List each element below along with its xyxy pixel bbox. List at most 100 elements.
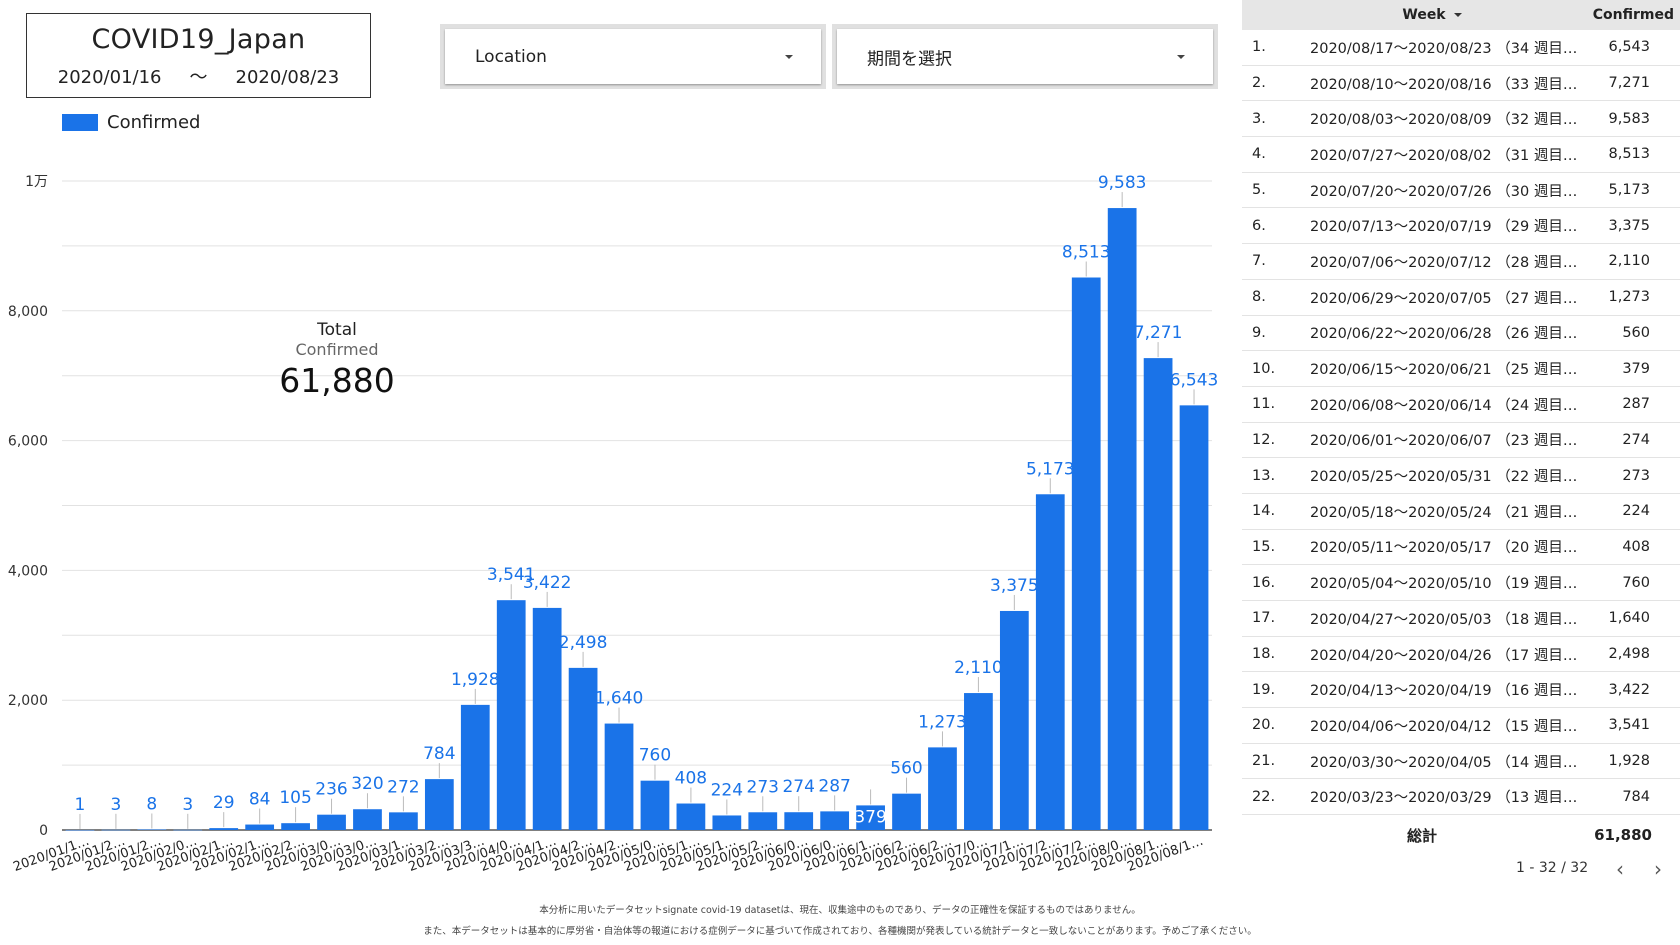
bar[interactable] bbox=[424, 779, 454, 830]
date-separator: 〜 bbox=[189, 67, 208, 88]
bar[interactable] bbox=[101, 829, 131, 831]
bar[interactable] bbox=[1035, 494, 1065, 830]
row-index: 10. bbox=[1252, 360, 1276, 377]
kpi-value: 61,880 bbox=[279, 361, 395, 400]
table-row[interactable]: 9. 2020/06/22〜2020/06/28 （26 週目… 560 bbox=[1242, 316, 1680, 352]
column-header-week[interactable]: Week bbox=[1242, 7, 1562, 23]
bar[interactable] bbox=[1107, 208, 1137, 830]
table-row[interactable]: 5. 2020/07/20〜2020/07/26 （30 週目… 5,173 bbox=[1242, 173, 1680, 209]
bar-data-label: 3 bbox=[182, 795, 193, 815]
bar-data-label: 3,422 bbox=[523, 573, 572, 593]
bar-data-label: 105 bbox=[279, 788, 311, 808]
table-row[interactable]: 1. 2020/08/17〜2020/08/23 （34 週目… 6,543 bbox=[1242, 30, 1680, 66]
row-week: 2020/03/23〜2020/03/29 （13 週目… bbox=[1310, 790, 1578, 807]
bar[interactable] bbox=[784, 812, 814, 830]
row-week: 2020/05/18〜2020/05/24 （21 週目… bbox=[1310, 504, 1578, 521]
bar[interactable] bbox=[65, 829, 95, 831]
bar[interactable] bbox=[964, 693, 993, 830]
bar-data-label: 3,375 bbox=[990, 576, 1039, 596]
period-dropdown[interactable]: 期間を選択 bbox=[837, 29, 1213, 84]
table-row[interactable]: 2. 2020/08/10〜2020/08/16 （33 週目… 7,271 bbox=[1242, 66, 1680, 102]
table-row[interactable]: 7. 2020/07/06〜2020/07/12 （28 週目… 2,110 bbox=[1242, 244, 1680, 280]
row-week: 2020/07/06〜2020/07/12 （28 週目… bbox=[1310, 254, 1578, 271]
table-row[interactable]: 17. 2020/04/27〜2020/05/03 （18 週目… 1,640 bbox=[1242, 601, 1680, 637]
row-index: 3. bbox=[1252, 110, 1266, 127]
location-dropdown[interactable]: Location bbox=[445, 29, 821, 84]
bar[interactable] bbox=[676, 803, 706, 830]
table-row[interactable]: 11. 2020/06/08〜2020/06/14 （24 週目… 287 bbox=[1242, 387, 1680, 423]
bar[interactable] bbox=[640, 780, 670, 830]
table-row[interactable]: 19. 2020/04/13〜2020/04/19 （16 週目… 3,422 bbox=[1242, 672, 1680, 709]
bar-data-label: 3,541 bbox=[487, 565, 536, 585]
table-row[interactable]: 16. 2020/05/04〜2020/05/10 （19 週目… 760 bbox=[1242, 565, 1680, 601]
date-start: 2020/01/16 bbox=[57, 67, 162, 88]
bar[interactable] bbox=[173, 829, 203, 831]
row-week: 2020/04/20〜2020/04/26 （17 週目… bbox=[1310, 647, 1578, 664]
weekly-confirmed-bar-chart[interactable]: 02,0004,0006,0008,0001万12020/01/1…32020/… bbox=[0, 160, 1240, 900]
chart-legend[interactable]: Confirmed bbox=[62, 112, 200, 133]
table-row[interactable]: 6. 2020/07/13〜2020/07/19 （29 週目… 3,375 bbox=[1242, 208, 1680, 245]
row-index: 14. bbox=[1252, 503, 1276, 520]
bar[interactable] bbox=[928, 747, 957, 830]
bar-data-label: 274 bbox=[782, 777, 814, 797]
bar[interactable] bbox=[496, 600, 526, 830]
caret-down-icon bbox=[1177, 54, 1185, 59]
bar[interactable] bbox=[1179, 405, 1209, 830]
row-confirmed: 760 bbox=[1622, 574, 1650, 591]
bar[interactable] bbox=[568, 667, 598, 830]
bar[interactable] bbox=[245, 824, 275, 830]
row-confirmed: 1,928 bbox=[1608, 753, 1650, 770]
table-row[interactable]: 18. 2020/04/20〜2020/04/26 （17 週目… 2,498 bbox=[1242, 637, 1680, 673]
table-row[interactable]: 21. 2020/03/30〜2020/04/05 （14 週目… 1,928 bbox=[1242, 744, 1680, 780]
table-row[interactable]: 22. 2020/03/23〜2020/03/29 （13 週目… 784 bbox=[1242, 779, 1680, 816]
table-row[interactable]: 15. 2020/05/11〜2020/05/17 （20 週目… 408 bbox=[1242, 530, 1680, 566]
bar[interactable] bbox=[532, 607, 562, 830]
bar[interactable] bbox=[604, 723, 634, 830]
row-week: 2020/07/20〜2020/07/26 （30 週目… bbox=[1310, 183, 1578, 200]
row-confirmed: 9,583 bbox=[1608, 110, 1650, 127]
total-scorecard: Total Confirmed 61,880 bbox=[252, 320, 422, 400]
column-header-confirmed[interactable]: Confirmed bbox=[1592, 7, 1674, 23]
bar-data-label: 8 bbox=[146, 794, 157, 814]
bar[interactable] bbox=[820, 811, 850, 830]
bar[interactable] bbox=[1071, 277, 1101, 830]
table-row[interactable]: 20. 2020/04/06〜2020/04/12 （15 週目… 3,541 bbox=[1242, 708, 1680, 744]
table-row[interactable]: 10. 2020/06/15〜2020/06/21 （25 週目… 379 bbox=[1242, 351, 1680, 387]
y-tick-label: 8,000 bbox=[8, 304, 48, 320]
bar[interactable] bbox=[389, 812, 418, 830]
row-week: 2020/03/30〜2020/04/05 （14 週目… bbox=[1310, 754, 1578, 771]
bar[interactable] bbox=[892, 793, 921, 830]
bar[interactable] bbox=[353, 809, 382, 830]
bar-data-label: 9,583 bbox=[1098, 173, 1147, 193]
weekly-table: Week Confirmed 1. 2020/08/17〜2020/08/23 （… bbox=[1242, 0, 1680, 855]
bar-data-label: 272 bbox=[387, 777, 419, 797]
row-confirmed: 287 bbox=[1622, 396, 1650, 413]
kpi-subtitle: Confirmed bbox=[295, 340, 379, 359]
table-row[interactable]: 12. 2020/06/01〜2020/06/07 （23 週目… 274 bbox=[1242, 423, 1680, 459]
bar[interactable] bbox=[748, 812, 778, 830]
bar[interactable] bbox=[712, 815, 742, 830]
bar[interactable] bbox=[317, 814, 346, 830]
row-confirmed: 560 bbox=[1622, 324, 1650, 341]
bar[interactable] bbox=[281, 823, 310, 830]
bar[interactable] bbox=[460, 704, 490, 830]
row-week: 2020/06/01〜2020/06/07 （23 週目… bbox=[1310, 433, 1578, 450]
table-row[interactable]: 13. 2020/05/25〜2020/05/31 （22 週目… 273 bbox=[1242, 458, 1680, 494]
bar-data-label: 1 bbox=[75, 795, 86, 815]
table-row[interactable]: 14. 2020/05/18〜2020/05/24 （21 週目… 224 bbox=[1242, 494, 1680, 530]
bar[interactable] bbox=[999, 610, 1029, 830]
prev-page-icon[interactable]: ‹ bbox=[1616, 857, 1624, 881]
table-row[interactable]: 4. 2020/07/27〜2020/08/02 （31 週目… 8,513 bbox=[1242, 137, 1680, 173]
bar[interactable] bbox=[209, 828, 239, 830]
row-index: 7. bbox=[1252, 253, 1266, 270]
next-page-icon[interactable]: › bbox=[1654, 857, 1662, 881]
bar[interactable] bbox=[856, 805, 885, 830]
bar[interactable] bbox=[137, 829, 167, 830]
sort-caret-icon bbox=[1453, 13, 1462, 17]
bar-data-label: 760 bbox=[639, 746, 671, 766]
table-row[interactable]: 8. 2020/06/29〜2020/07/05 （27 週目… 1,273 bbox=[1242, 280, 1680, 316]
table-row[interactable]: 3. 2020/08/03〜2020/08/09 （32 週目… 9,583 bbox=[1242, 101, 1680, 138]
row-index: 9. bbox=[1252, 324, 1266, 341]
bar[interactable] bbox=[1143, 358, 1173, 830]
bar-data-label: 8,513 bbox=[1062, 243, 1111, 263]
